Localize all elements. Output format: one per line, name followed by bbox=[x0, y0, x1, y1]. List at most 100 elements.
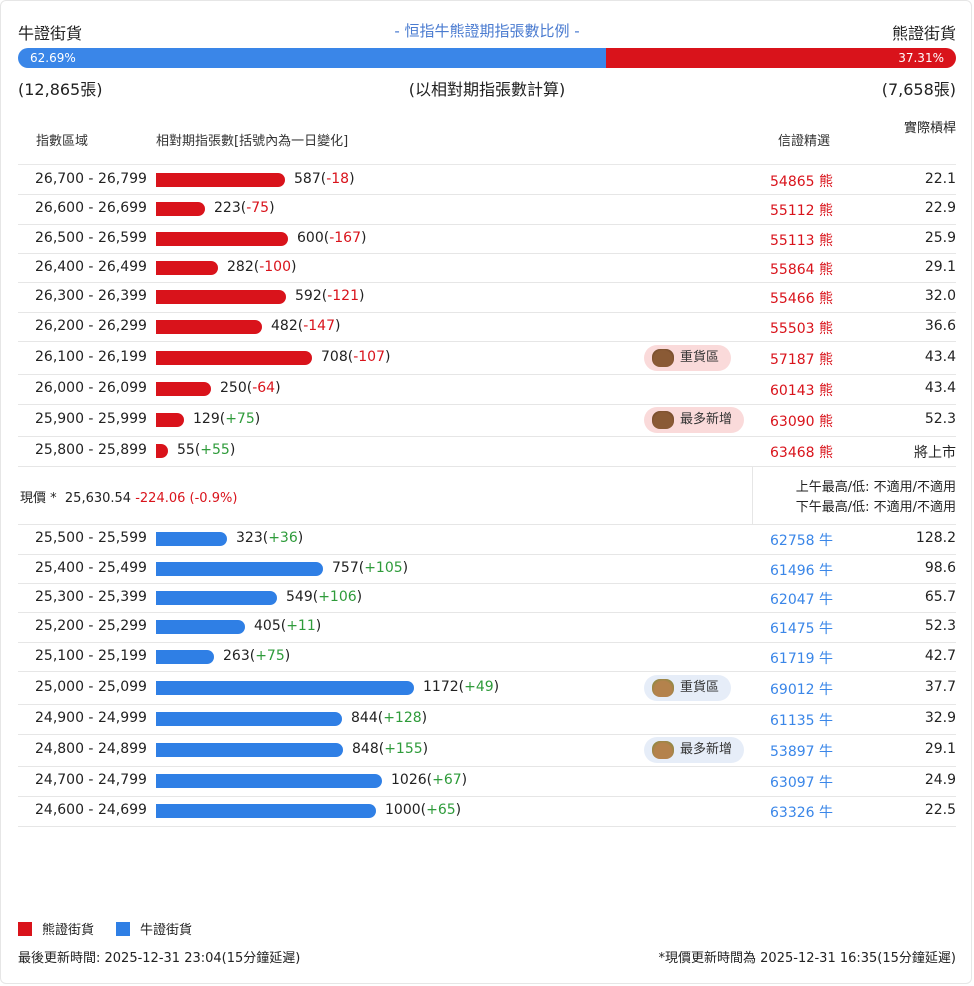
bull-pick-link[interactable]: 53897 牛 bbox=[770, 744, 833, 760]
daily-change: +106 bbox=[318, 589, 357, 605]
effective-leverage: 29.1 bbox=[924, 259, 956, 275]
bear-pick-link[interactable]: 55112 熊 bbox=[770, 203, 833, 219]
bear-table-row: 26,200 - 26,299 482(-147) 55503 熊 36.6 bbox=[18, 312, 956, 342]
contracts-value: 844(+128) bbox=[351, 710, 427, 726]
bull-table-row: 25,000 - 25,099 1172(+49) 重貨區 69012 牛 37.7 bbox=[18, 671, 956, 705]
bear-contracts-bar bbox=[156, 261, 218, 275]
paren-open: ( bbox=[297, 318, 304, 334]
contracts-count: 250 bbox=[220, 380, 247, 396]
current-price-label: 現價 * bbox=[20, 491, 57, 506]
bull-contracts-bar bbox=[156, 620, 245, 634]
paren-close: ) bbox=[254, 411, 261, 427]
daily-change: -18 bbox=[326, 171, 350, 187]
paren-close: ) bbox=[275, 380, 281, 396]
bear-pick-link[interactable]: 55466 熊 bbox=[770, 291, 833, 307]
effective-leverage: 52.3 bbox=[924, 618, 956, 634]
contracts-count: 129 bbox=[193, 411, 220, 427]
bull-contracts-bar bbox=[156, 774, 382, 788]
bear-pick-link[interactable]: 55864 熊 bbox=[770, 262, 833, 278]
contracts-count: 405 bbox=[254, 618, 281, 634]
daily-change: -147 bbox=[303, 318, 335, 334]
bear-pick-link[interactable]: 55503 熊 bbox=[770, 321, 833, 337]
paren-open: ( bbox=[219, 411, 226, 427]
paren-close: ) bbox=[455, 802, 462, 818]
bull-badge: 最多新增 bbox=[644, 737, 745, 763]
daily-change: +67 bbox=[432, 772, 462, 788]
index-range: 26,400 - 26,499 bbox=[35, 259, 147, 275]
index-range: 24,700 - 24,799 bbox=[35, 772, 147, 788]
bear-table-row: 26,500 - 26,599 600(-167) 55113 熊 25.9 bbox=[18, 224, 956, 254]
bull-pick-link[interactable]: 62047 牛 bbox=[770, 592, 833, 608]
paren-open: ( bbox=[194, 442, 201, 458]
paren-open: ( bbox=[321, 288, 328, 304]
bear-badge: 重貨區 bbox=[644, 345, 732, 371]
bear-contracts-bar bbox=[156, 232, 288, 246]
contracts-value: 848(+155) bbox=[352, 741, 428, 757]
current-price-value: 25,630.54 bbox=[64, 491, 132, 506]
contracts-value: 405(+11) bbox=[254, 618, 321, 634]
paren-close: ) bbox=[334, 318, 341, 334]
bull-contracts-bar bbox=[156, 591, 277, 605]
index-range: 24,900 - 24,999 bbox=[35, 710, 147, 726]
effective-leverage: 65.7 bbox=[924, 589, 956, 605]
bear-contracts-bar bbox=[156, 290, 286, 304]
contracts-count: 587 bbox=[294, 171, 321, 187]
bull-pick-link[interactable]: 63097 牛 bbox=[770, 775, 833, 791]
index-range: 25,900 - 25,999 bbox=[35, 411, 147, 427]
effective-leverage: 32.9 bbox=[924, 710, 956, 726]
bear-contracts-bar bbox=[156, 444, 168, 458]
bull-pick-link[interactable]: 62758 牛 bbox=[770, 533, 833, 549]
header-divider bbox=[18, 164, 956, 165]
effective-leverage: 98.6 bbox=[924, 560, 956, 576]
bull-contracts-bar bbox=[156, 712, 342, 726]
contracts-value: 1000(+65) bbox=[385, 802, 461, 818]
bull-contracts-bar bbox=[156, 532, 227, 546]
bull-pick-link[interactable]: 61719 牛 bbox=[770, 651, 833, 667]
bear-face-icon bbox=[652, 411, 674, 429]
daily-change: -100 bbox=[259, 259, 291, 275]
bear-pick-link[interactable]: 63468 熊 bbox=[770, 445, 833, 461]
column-header-range: 指數區域 bbox=[36, 134, 89, 149]
current-price-change: -224.06 (-0.9%) bbox=[135, 491, 238, 506]
paren-open: ( bbox=[262, 530, 269, 546]
bear-pick-link[interactable]: 63090 熊 bbox=[770, 414, 833, 430]
bear-pick-link[interactable]: 54865 熊 bbox=[770, 174, 833, 190]
bull-pick-link[interactable]: 61475 牛 bbox=[770, 621, 833, 637]
index-range: 25,800 - 25,899 bbox=[35, 442, 147, 458]
legend-bear-label: 熊證街貨 bbox=[42, 923, 95, 938]
paren-open: ( bbox=[249, 648, 256, 664]
bull-pick-link[interactable]: 61496 牛 bbox=[770, 563, 833, 579]
contracts-count: 844 bbox=[351, 710, 378, 726]
index-range: 25,200 - 25,299 bbox=[35, 618, 147, 634]
paren-close: ) bbox=[284, 648, 291, 664]
effective-leverage: 22.9 bbox=[924, 200, 956, 216]
bull-pick-link[interactable]: 63326 牛 bbox=[770, 805, 833, 821]
bull-outstanding-label: 牛證街貨 bbox=[18, 24, 83, 43]
bull-table-row: 24,800 - 24,899 848(+155) 最多新增 53897 牛 29.1 bbox=[18, 734, 956, 767]
contracts-value: 592(-121) bbox=[295, 288, 364, 304]
bear-table-row: 26,700 - 26,799 587(-18) 54865 熊 22.1 bbox=[18, 165, 956, 195]
bull-pick-link[interactable]: 69012 牛 bbox=[770, 682, 833, 698]
pm-high-low: 下午最高/低: 不適用/不適用 bbox=[795, 500, 956, 515]
paren-open: ( bbox=[377, 710, 384, 726]
daily-change: -107 bbox=[353, 349, 385, 365]
bear-pick-link[interactable]: 55113 熊 bbox=[770, 233, 833, 249]
bull-table-row: 24,900 - 24,999 844(+128) 61135 牛 32.9 bbox=[18, 704, 956, 735]
contracts-value: 1026(+67) bbox=[391, 772, 467, 788]
daily-change: -167 bbox=[329, 230, 361, 246]
index-range: 26,200 - 26,299 bbox=[35, 318, 147, 334]
effective-leverage: 22.1 bbox=[924, 171, 956, 187]
daily-change: -121 bbox=[327, 288, 359, 304]
bear-pick-link[interactable]: 60143 熊 bbox=[770, 383, 833, 399]
bear-pick-link[interactable]: 57187 熊 bbox=[770, 352, 833, 368]
bull-pick-link[interactable]: 61135 牛 bbox=[770, 713, 833, 729]
index-range: 26,600 - 26,699 bbox=[35, 200, 147, 216]
bear-table-row: 25,800 - 25,899 55(+55) 63468 熊 將上市 bbox=[18, 436, 956, 467]
legend-bull-swatch bbox=[116, 921, 131, 936]
index-range: 26,100 - 26,199 bbox=[35, 349, 147, 365]
bear-table-row: 26,300 - 26,399 592(-121) 55466 熊 32.0 bbox=[18, 282, 956, 313]
contracts-count: 263 bbox=[223, 648, 250, 664]
paren-close: ) bbox=[349, 171, 355, 187]
bear-table-row: 26,600 - 26,699 223(-75) 55112 熊 22.9 bbox=[18, 194, 956, 225]
contracts-value: 600(-167) bbox=[297, 230, 366, 246]
